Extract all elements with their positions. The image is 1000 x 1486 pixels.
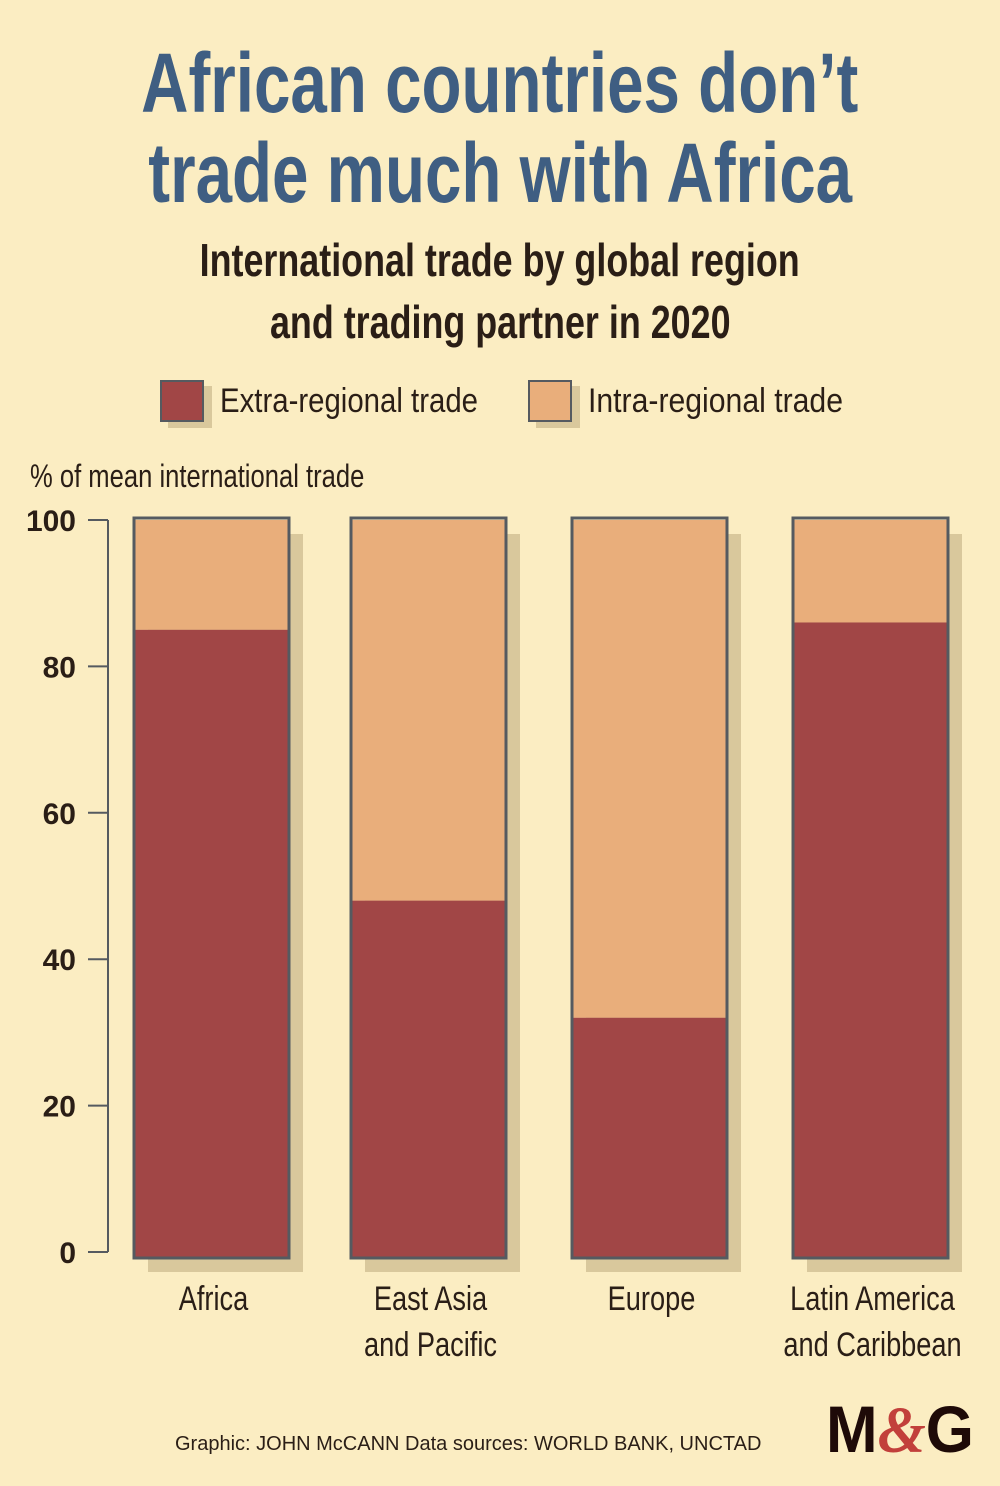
y-tick-label: 40: [43, 944, 76, 977]
legend-item-extra: Extra-regional trade: [160, 380, 482, 422]
bar-outline: [132, 516, 291, 1260]
x-category-label: and Pacific: [364, 1325, 497, 1364]
bar-outline: [791, 516, 950, 1260]
bar-intra-regional: [134, 520, 289, 630]
legend-swatch-intra: [528, 380, 572, 422]
bar-extra-regional: [793, 622, 948, 1258]
y-tick-label: 80: [43, 651, 76, 684]
chart-title-line-1: African countries don’t: [141, 36, 859, 130]
chart-subtitle-line-2: and trading partner in 2020: [269, 296, 731, 348]
x-category-label: Europe: [608, 1279, 696, 1318]
mg-logo-text: M&G: [826, 1392, 974, 1467]
y-tick-label: 20: [43, 1091, 76, 1124]
x-category-label: and Caribbean: [783, 1325, 961, 1364]
y-tick-label: 60: [43, 798, 76, 831]
legend-label-extra-wrap: Extra-regional trade: [220, 382, 478, 420]
bar-outline: [570, 516, 729, 1260]
legend-label-intra-wrap: Intra-regional trade: [588, 382, 843, 420]
legend-label-intra: Intra-regional trade: [588, 382, 843, 420]
credit-footer: Graphic: JOHN McCANN Data sources: WORLD…: [175, 1433, 762, 1455]
bar-intra-regional: [351, 520, 506, 901]
bar-extra-regional: [351, 900, 506, 1258]
y-tick-label: 100: [26, 505, 76, 538]
x-category-label: Latin America: [790, 1279, 955, 1318]
bar-intra-regional: [572, 520, 727, 1018]
legend-swatch-extra: [160, 380, 204, 422]
y-axis-label: % of mean international trade: [30, 459, 364, 494]
legend-label-extra: Extra-regional trade: [220, 382, 478, 420]
y-tick-label: 0: [59, 1237, 76, 1270]
x-category-label: Africa: [179, 1279, 249, 1318]
bar-outline: [349, 516, 508, 1260]
bar-extra-regional: [134, 629, 289, 1258]
chart-subtitle-line-1: International trade by global region: [199, 234, 801, 286]
x-category-label: East Asia: [374, 1279, 488, 1318]
legend-item-intra: Intra-regional trade: [528, 380, 850, 422]
bar-extra-regional: [572, 1017, 727, 1258]
chart-title-line-2: trade much with Africa: [148, 126, 852, 220]
mg-logo: M&G: [826, 1392, 974, 1467]
bar-intra-regional: [793, 520, 948, 623]
